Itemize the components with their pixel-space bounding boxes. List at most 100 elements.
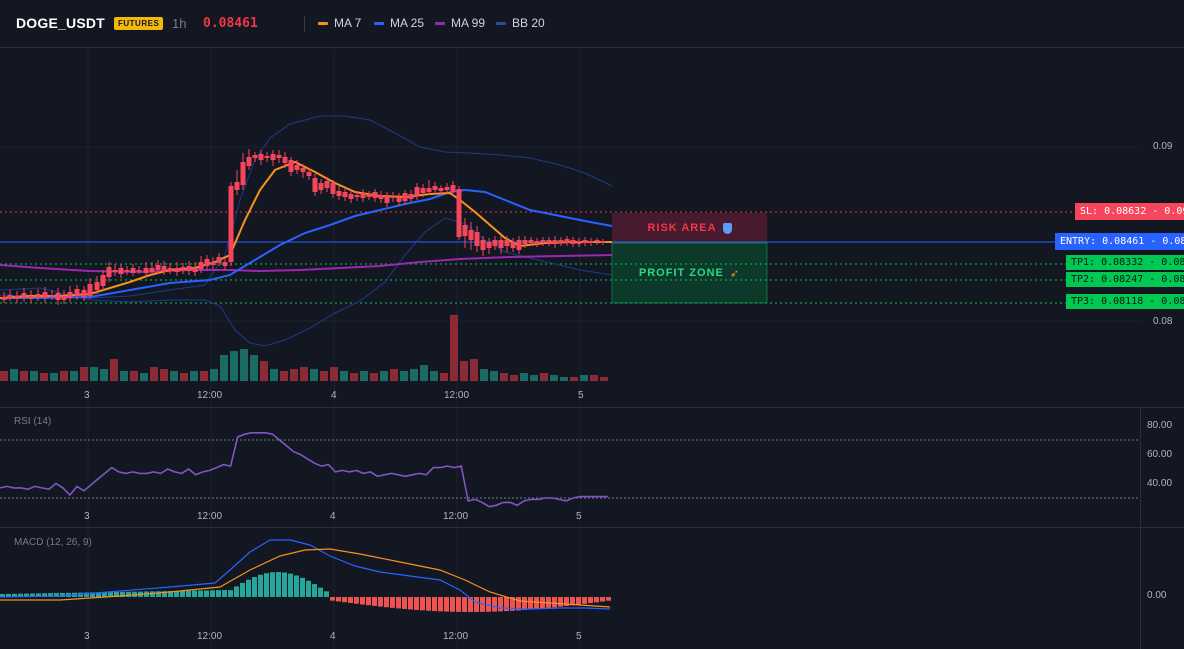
- volume-bar: [350, 373, 358, 381]
- ma99-swatch: [435, 21, 445, 25]
- candle-body: [336, 191, 342, 196]
- volume-bar: [110, 359, 118, 381]
- macd-histogram-bar: [408, 597, 413, 610]
- macd-histogram-bar: [270, 572, 275, 597]
- candle-body: [300, 168, 306, 172]
- risk-area-text: RISK AREA: [647, 222, 717, 234]
- rsi-tick: 80.00: [1147, 420, 1173, 431]
- macd-histogram-bar: [396, 597, 401, 609]
- volume-bar: [280, 371, 288, 381]
- candle-body: [516, 240, 522, 250]
- candle-body: [174, 268, 180, 272]
- macd-histogram-bar: [420, 597, 425, 611]
- volume-bar: [600, 377, 608, 381]
- volume-bar: [570, 377, 578, 381]
- macd-histogram-bar: [30, 593, 35, 597]
- volume-bar: [20, 371, 28, 381]
- macd-histogram-bar: [246, 579, 251, 597]
- macd-histogram-bar: [168, 591, 173, 597]
- macd-histogram-bar: [54, 593, 59, 597]
- tp2-label[interactable]: TP2: 0.08247 - 0.08: [1066, 272, 1184, 287]
- candle-body: [270, 154, 276, 160]
- rsi-title[interactable]: RSI (14): [14, 416, 52, 427]
- rsi-pane-border[interactable]: [0, 407, 1184, 408]
- macd-histogram-bar: [114, 591, 119, 597]
- candle-body: [161, 266, 167, 272]
- time-tick: 3: [84, 631, 90, 642]
- candle-body: [402, 193, 408, 201]
- time-tick: 12:00: [443, 631, 469, 642]
- volume-bar: [390, 369, 398, 381]
- last-price: 0.08461: [203, 16, 258, 31]
- candle-body: [474, 232, 480, 246]
- candle-body: [504, 240, 510, 246]
- macd-histogram-bar: [594, 597, 599, 603]
- volume-bar: [10, 369, 18, 381]
- volume-bar: [30, 371, 38, 381]
- macd-histogram-bar: [84, 592, 89, 597]
- candle-body: [528, 240, 534, 243]
- legend-ma99[interactable]: MA 99: [435, 16, 485, 30]
- time-tick: 3: [84, 511, 90, 522]
- macd-histogram-bar: [390, 597, 395, 608]
- candle-body: [594, 240, 600, 242]
- legend-bb20[interactable]: BB 20: [496, 16, 545, 30]
- volume-bar: [90, 367, 98, 381]
- candle-body: [136, 270, 142, 272]
- candle-body: [240, 162, 246, 185]
- macd-histogram-bar: [330, 597, 335, 601]
- volume-bar: [150, 367, 158, 381]
- candle-body: [468, 230, 474, 240]
- volume-bar: [370, 373, 378, 381]
- macd-histogram-bar: [528, 597, 533, 610]
- macd-histogram-bar: [402, 597, 407, 609]
- candle-body: [198, 262, 204, 269]
- volume-bar: [360, 371, 368, 381]
- candlesticks[interactable]: [1, 149, 606, 305]
- macd-histogram-bar: [486, 597, 491, 612]
- macd-histogram-bar: [534, 597, 539, 610]
- macd-histogram-bar: [318, 587, 323, 597]
- volume-bar: [480, 369, 488, 381]
- legend-ma25[interactable]: MA 25: [374, 16, 424, 30]
- time-tick: 12:00: [443, 511, 469, 522]
- macd-title[interactable]: MACD (12, 26, 9): [14, 537, 92, 548]
- volume-bar: [410, 369, 418, 381]
- macd-histogram-bar: [576, 597, 581, 605]
- volume-bar: [430, 371, 438, 381]
- stop-loss-label[interactable]: SL: 0.08632 - 0.09: [1075, 203, 1184, 220]
- macd-pane-border[interactable]: [0, 527, 1184, 528]
- tp3-label[interactable]: TP3: 0.08118 - 0.08: [1066, 294, 1184, 309]
- ma25-swatch: [374, 21, 384, 25]
- ma25-line: [0, 188, 613, 299]
- volume-bar: [260, 361, 268, 381]
- entry-label[interactable]: ENTRY: 0.08461 - 0.08: [1055, 233, 1184, 250]
- legend-ma7[interactable]: MA 7: [318, 16, 361, 30]
- volume-bar: [590, 375, 598, 381]
- profit-zone-border: [611, 242, 768, 304]
- macd-histogram-bar: [522, 597, 527, 611]
- candle-body: [432, 186, 438, 190]
- volume-bar: [490, 371, 498, 381]
- volume-bar: [340, 371, 348, 381]
- macd-histogram-bar: [552, 597, 557, 608]
- candle-body: [14, 296, 20, 299]
- tp1-label[interactable]: TP1: 0.08332 - 0.08: [1066, 255, 1184, 270]
- volume-bar: [500, 373, 508, 381]
- interval-selector[interactable]: 1h: [172, 16, 187, 31]
- macd-histogram-bar: [258, 574, 263, 597]
- candle-body: [384, 196, 390, 203]
- candle-body: [234, 182, 240, 190]
- candle-body: [222, 262, 228, 266]
- symbol-name[interactable]: DOGE_USDT: [16, 15, 105, 31]
- volume-bar: [80, 367, 88, 381]
- time-tick: 12:00: [197, 390, 223, 401]
- volume-bar: [460, 361, 468, 381]
- candle-body: [118, 268, 124, 274]
- volume-bar: [40, 373, 48, 381]
- volume-bar: [290, 369, 298, 381]
- volume-bar: [220, 355, 228, 381]
- profit-zone-text: PROFIT ZONE: [638, 267, 724, 279]
- candle-body: [167, 268, 173, 271]
